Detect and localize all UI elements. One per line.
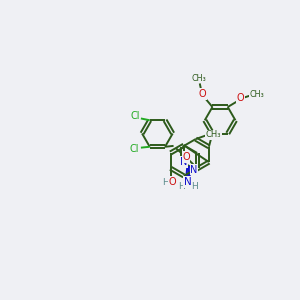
Text: N: N	[180, 157, 188, 167]
Text: CH₃: CH₃	[206, 130, 221, 139]
Text: H: H	[162, 178, 169, 187]
Text: H: H	[190, 182, 197, 191]
Text: O: O	[168, 176, 176, 187]
Text: O: O	[198, 89, 206, 99]
Text: CH₃: CH₃	[250, 90, 265, 99]
Text: N: N	[184, 177, 191, 187]
Text: Cl: Cl	[130, 144, 139, 154]
Text: H: H	[178, 182, 184, 191]
Text: Cl: Cl	[130, 110, 140, 121]
Text: CH₃: CH₃	[192, 74, 207, 82]
Text: O: O	[237, 93, 244, 103]
Text: O: O	[182, 152, 190, 162]
Text: N: N	[190, 165, 198, 175]
